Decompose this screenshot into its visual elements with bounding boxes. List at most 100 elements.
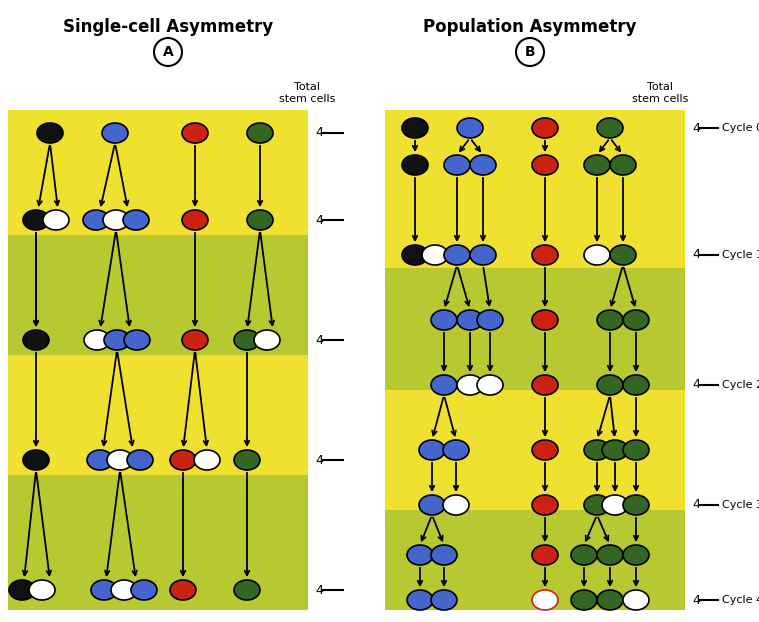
Ellipse shape	[623, 375, 649, 395]
Text: Cycle 4: Cycle 4	[722, 595, 759, 605]
Ellipse shape	[170, 450, 196, 470]
Ellipse shape	[124, 330, 150, 350]
Text: A: A	[162, 45, 173, 59]
Ellipse shape	[182, 210, 208, 230]
Ellipse shape	[610, 245, 636, 265]
Bar	[385, 510, 685, 610]
Ellipse shape	[182, 123, 208, 143]
Ellipse shape	[584, 440, 610, 460]
Ellipse shape	[23, 210, 49, 230]
Ellipse shape	[477, 310, 503, 330]
Bar	[385, 110, 685, 268]
Ellipse shape	[247, 210, 273, 230]
Text: B: B	[524, 45, 535, 59]
Ellipse shape	[457, 118, 483, 138]
Ellipse shape	[597, 590, 623, 610]
Text: 4: 4	[692, 249, 700, 261]
Ellipse shape	[597, 118, 623, 138]
Ellipse shape	[111, 580, 137, 600]
Ellipse shape	[123, 210, 149, 230]
Ellipse shape	[584, 155, 610, 175]
Ellipse shape	[431, 375, 457, 395]
Ellipse shape	[532, 495, 558, 515]
Ellipse shape	[602, 495, 628, 515]
Bar	[8, 110, 308, 235]
Ellipse shape	[597, 375, 623, 395]
Text: Cycle 1: Cycle 1	[722, 250, 759, 260]
Ellipse shape	[402, 245, 428, 265]
Text: Single-cell Asymmetry: Single-cell Asymmetry	[63, 18, 273, 36]
Text: 4: 4	[315, 583, 323, 596]
Ellipse shape	[623, 590, 649, 610]
Ellipse shape	[571, 545, 597, 565]
Ellipse shape	[457, 310, 483, 330]
Text: 4: 4	[315, 333, 323, 346]
Ellipse shape	[103, 210, 129, 230]
Ellipse shape	[470, 245, 496, 265]
Circle shape	[154, 38, 182, 66]
Bar	[8, 355, 308, 475]
Ellipse shape	[532, 155, 558, 175]
Text: Total
stem cells: Total stem cells	[631, 82, 688, 104]
Ellipse shape	[431, 590, 457, 610]
Ellipse shape	[419, 440, 445, 460]
Circle shape	[516, 38, 544, 66]
Ellipse shape	[477, 375, 503, 395]
Ellipse shape	[457, 375, 483, 395]
Ellipse shape	[584, 245, 610, 265]
Ellipse shape	[87, 450, 113, 470]
Ellipse shape	[532, 245, 558, 265]
Text: 4: 4	[315, 213, 323, 226]
Text: 4: 4	[692, 593, 700, 606]
Ellipse shape	[84, 330, 110, 350]
Text: 4: 4	[315, 126, 323, 139]
Ellipse shape	[402, 155, 428, 175]
Ellipse shape	[402, 118, 428, 138]
Ellipse shape	[532, 375, 558, 395]
Text: Cycle 3: Cycle 3	[722, 500, 759, 510]
Ellipse shape	[470, 155, 496, 175]
Ellipse shape	[431, 310, 457, 330]
Ellipse shape	[9, 580, 35, 600]
Ellipse shape	[234, 330, 260, 350]
Ellipse shape	[23, 330, 49, 350]
Ellipse shape	[254, 330, 280, 350]
Text: 4: 4	[692, 379, 700, 391]
Ellipse shape	[584, 495, 610, 515]
Ellipse shape	[597, 310, 623, 330]
Ellipse shape	[532, 545, 558, 565]
Ellipse shape	[623, 545, 649, 565]
Ellipse shape	[91, 580, 117, 600]
Ellipse shape	[623, 310, 649, 330]
Ellipse shape	[610, 155, 636, 175]
Ellipse shape	[602, 440, 628, 460]
Ellipse shape	[532, 310, 558, 330]
Ellipse shape	[131, 580, 157, 600]
Ellipse shape	[444, 155, 470, 175]
Ellipse shape	[29, 580, 55, 600]
Text: 4: 4	[315, 453, 323, 466]
Text: 4: 4	[692, 121, 700, 134]
Ellipse shape	[571, 590, 597, 610]
Ellipse shape	[443, 440, 469, 460]
Ellipse shape	[127, 450, 153, 470]
Ellipse shape	[23, 450, 49, 470]
Text: Total
stem cells: Total stem cells	[279, 82, 335, 104]
Ellipse shape	[532, 590, 558, 610]
Ellipse shape	[37, 123, 63, 143]
Ellipse shape	[407, 545, 433, 565]
Ellipse shape	[419, 495, 445, 515]
Text: Cycle 0: Cycle 0	[722, 123, 759, 133]
Ellipse shape	[431, 545, 457, 565]
Ellipse shape	[182, 330, 208, 350]
Ellipse shape	[107, 450, 133, 470]
Ellipse shape	[43, 210, 69, 230]
Ellipse shape	[444, 245, 470, 265]
Bar	[385, 268, 685, 390]
Bar	[8, 475, 308, 610]
Ellipse shape	[623, 495, 649, 515]
Text: Population Asymmetry: Population Asymmetry	[424, 18, 637, 36]
Ellipse shape	[234, 450, 260, 470]
Ellipse shape	[194, 450, 220, 470]
Ellipse shape	[104, 330, 130, 350]
